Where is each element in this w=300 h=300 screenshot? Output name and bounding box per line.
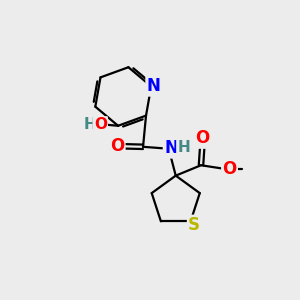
- Text: N: N: [147, 77, 160, 95]
- Text: N: N: [164, 139, 178, 157]
- Text: O: O: [110, 137, 124, 155]
- Text: O: O: [94, 117, 107, 132]
- Text: O: O: [222, 160, 237, 178]
- Text: H: H: [83, 117, 96, 132]
- Text: H: H: [177, 140, 190, 155]
- Text: S: S: [188, 216, 200, 234]
- Text: O: O: [195, 130, 210, 148]
